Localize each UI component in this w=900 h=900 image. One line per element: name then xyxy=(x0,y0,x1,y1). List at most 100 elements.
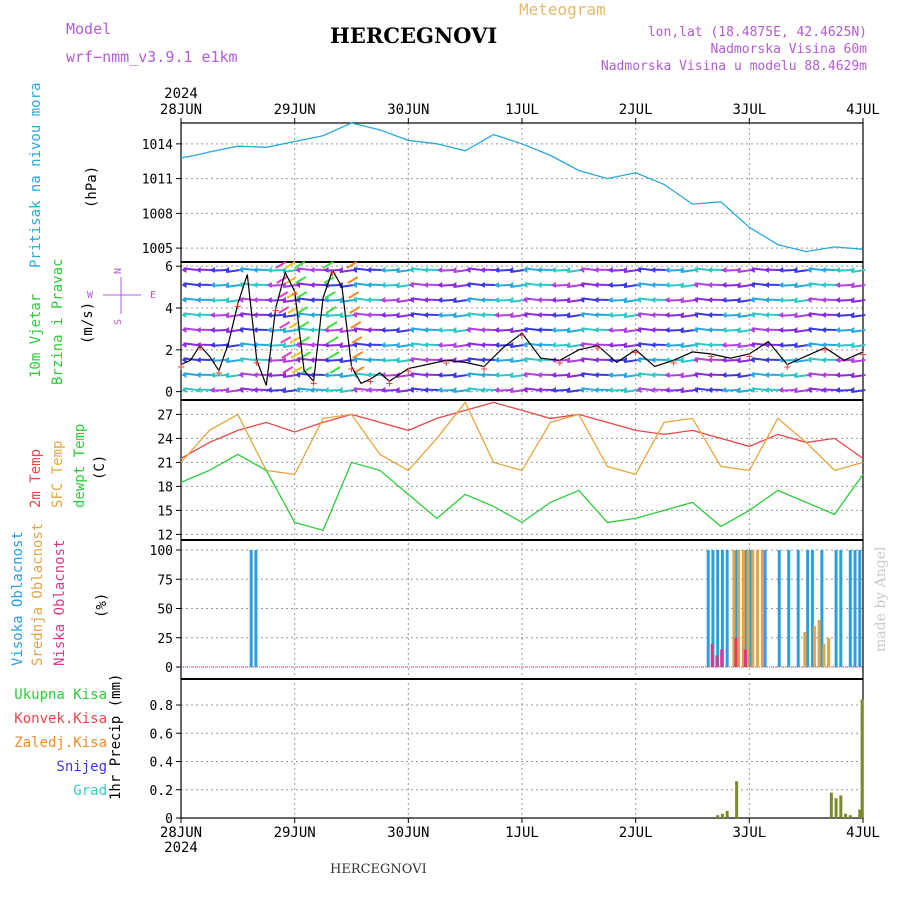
wind-arrowhead xyxy=(707,387,713,393)
y-tick-label: 27 xyxy=(157,408,173,423)
day-label-bottom: 4JUL xyxy=(846,825,880,841)
wind-arrowhead xyxy=(749,312,755,318)
wind-marker: + xyxy=(670,355,677,369)
wind-arrowhead xyxy=(764,297,770,303)
wind-arrowhead xyxy=(636,282,642,288)
high-cloud-bar xyxy=(725,550,729,667)
wind-marker: + xyxy=(594,341,601,355)
wind-arrowhead xyxy=(451,282,457,288)
wind-arrowhead xyxy=(494,312,500,318)
wind-arrowhead xyxy=(650,327,656,333)
wind-arrowhead xyxy=(295,372,301,378)
wind-arrowhead xyxy=(835,267,841,273)
wind-arrowhead xyxy=(778,387,784,393)
wind-arrowhead xyxy=(280,297,286,303)
wind-arrowhead xyxy=(366,357,372,363)
wind-arrowhead xyxy=(479,282,485,288)
wind-arrowhead xyxy=(394,267,400,273)
wind-arrowhead xyxy=(536,342,542,348)
wind-gust-arrow xyxy=(280,336,292,344)
wind-arrowhead xyxy=(394,327,400,333)
wind-arrowhead xyxy=(806,312,812,318)
y-tick-label: 1011 xyxy=(142,173,173,188)
wind-gust-arrow xyxy=(286,291,298,299)
wind-arrowhead xyxy=(309,312,315,318)
wind-arrowhead xyxy=(394,282,400,288)
model-elevation-label: Nadmorska Visina u modelu 88.4629m xyxy=(600,59,867,74)
high-cloud-bar xyxy=(787,550,791,667)
y-tick-label: 1008 xyxy=(142,207,173,222)
wind-arrowhead xyxy=(692,312,698,318)
wind-arrowhead xyxy=(380,327,386,333)
y-tick-label: 0 xyxy=(165,386,173,401)
wind-gust-arrow xyxy=(294,261,306,269)
high-cloud-bar xyxy=(763,550,767,667)
wind-arrowhead xyxy=(792,342,798,348)
wind-gust-arrow xyxy=(328,351,340,359)
wind-arrowhead xyxy=(479,327,485,333)
wind-arrowhead xyxy=(309,327,315,333)
wind-arrowhead xyxy=(536,387,542,393)
wind-arrowhead xyxy=(508,297,514,303)
wind-arrowhead xyxy=(508,372,514,378)
wind-arrowhead xyxy=(593,342,599,348)
wind-arrowhead xyxy=(451,297,457,303)
day-label-top: 1JUL xyxy=(505,102,539,118)
wind-arrowhead xyxy=(593,387,599,393)
wind-arrowhead xyxy=(309,387,315,393)
wind-marker: + xyxy=(859,347,866,361)
day-label-top: 2JUL xyxy=(619,102,653,118)
compass-w: W xyxy=(87,290,94,301)
wind-arrowhead xyxy=(408,342,414,348)
wind-arrowhead xyxy=(195,357,201,363)
wind-arrowhead xyxy=(636,297,642,303)
wind-arrowhead xyxy=(266,267,272,273)
wind-arrowhead xyxy=(380,387,386,393)
wind-marker: + xyxy=(632,345,639,359)
wind-arrowhead xyxy=(408,357,414,363)
wind-arrowhead xyxy=(522,342,528,348)
wind-arrowhead xyxy=(280,267,286,273)
wind-arrowhead xyxy=(224,282,230,288)
wind-arrowhead xyxy=(792,282,798,288)
y-tick-label: 15 xyxy=(157,504,173,519)
wind-arrowhead xyxy=(678,357,684,363)
wind-arrowhead xyxy=(707,342,713,348)
wind-arrowhead xyxy=(636,312,642,318)
wind-arrowhead xyxy=(351,297,357,303)
wind-arrowhead xyxy=(735,297,741,303)
wind-arrowhead xyxy=(593,267,599,273)
wind-arrowhead xyxy=(465,342,471,348)
wind-arrowhead xyxy=(209,312,215,318)
wind-gust-arrow xyxy=(290,351,302,359)
mid-cloud-bar xyxy=(760,550,764,667)
wind-arrowhead xyxy=(522,297,528,303)
wind-arrowhead xyxy=(565,267,571,273)
wind-arrowhead xyxy=(209,267,215,273)
wind-arrowhead xyxy=(835,312,841,318)
y-tick-label: 2 xyxy=(165,344,173,359)
day-label-bottom: 29JUN xyxy=(274,825,316,841)
wind-arrowhead xyxy=(366,267,372,273)
year-bottom-label: 2024 xyxy=(164,840,198,856)
day-label-top: 28JUN xyxy=(160,102,202,118)
wind-arrowhead xyxy=(224,357,230,363)
wind-arrowhead xyxy=(351,357,357,363)
high-cloud-bar xyxy=(749,550,753,667)
wind-arrowhead xyxy=(692,357,698,363)
wind-arrowhead xyxy=(522,267,528,273)
legend-conv-rain: Konvek.Kisa xyxy=(14,711,107,727)
wind-gust-arrow xyxy=(297,306,309,314)
wind-arrowhead xyxy=(607,267,613,273)
wind-arrowhead xyxy=(820,372,826,378)
wind-arrowhead xyxy=(366,312,372,318)
wind-arrowhead xyxy=(678,297,684,303)
wind-gust-arrow xyxy=(296,291,308,299)
wind-arrowhead xyxy=(423,267,429,273)
wind-arrowhead xyxy=(721,387,727,393)
wind-gust-arrow xyxy=(348,291,360,299)
wind-arrowhead xyxy=(238,327,244,333)
wind-arrowhead xyxy=(849,387,855,393)
wind-gust-arrow xyxy=(326,321,338,329)
wind-arrowhead xyxy=(636,342,642,348)
